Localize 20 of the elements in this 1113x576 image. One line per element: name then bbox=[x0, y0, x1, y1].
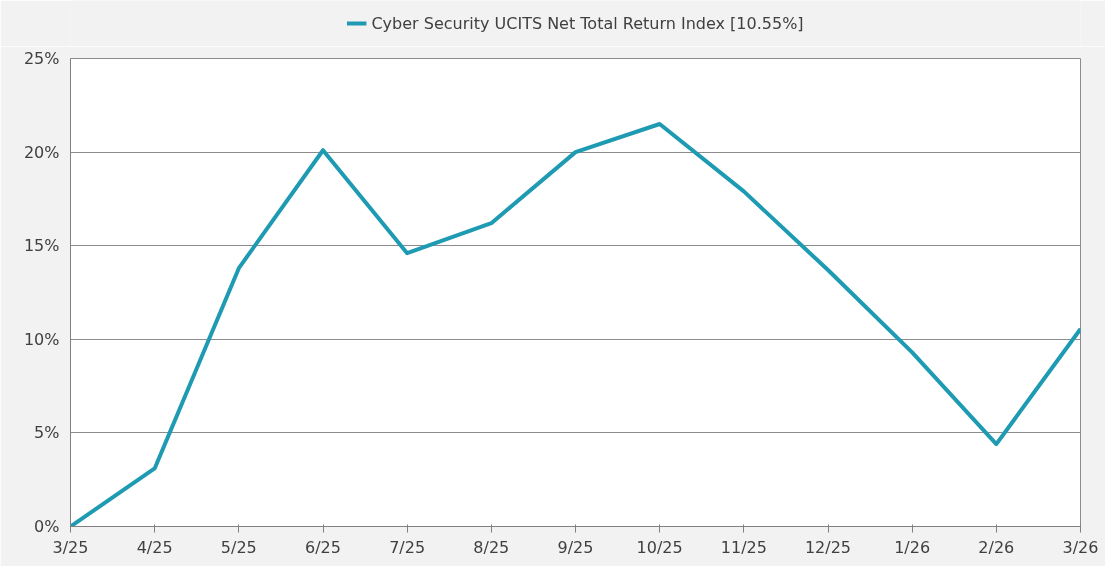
x-tick-label: 4/25 bbox=[136, 537, 173, 557]
x-tick-label: 6/25 bbox=[305, 537, 341, 557]
y-tick-label: 0% bbox=[34, 517, 60, 536]
y-tick-label: 5% bbox=[34, 423, 60, 443]
x-tick-label: 1/26 bbox=[894, 537, 931, 557]
x-tick-label: 2/26 bbox=[978, 537, 1015, 557]
y-tick-label: 15% bbox=[23, 236, 60, 256]
x-tick-label: 8/25 bbox=[473, 537, 510, 557]
x-tick-label: 10/25 bbox=[636, 537, 683, 557]
x-tick-label: 3/25 bbox=[52, 537, 89, 557]
x-tick-label: 11/25 bbox=[720, 537, 767, 557]
x-tick-label: 5/25 bbox=[220, 537, 257, 557]
x-tick-label: 12/25 bbox=[804, 537, 852, 557]
x-tick-label: 3/26 bbox=[1062, 537, 1099, 557]
x-tick-label: 9/25 bbox=[557, 537, 594, 557]
y-tick-label: 20% bbox=[23, 142, 60, 162]
x-tick-label: 7/25 bbox=[389, 537, 426, 557]
y-tick-label: 25% bbox=[23, 49, 60, 68]
y-tick-label: 10% bbox=[23, 329, 60, 349]
legend-label: Cyber Security UCITS Net Total Return Index [10.55%] bbox=[371, 13, 804, 33]
